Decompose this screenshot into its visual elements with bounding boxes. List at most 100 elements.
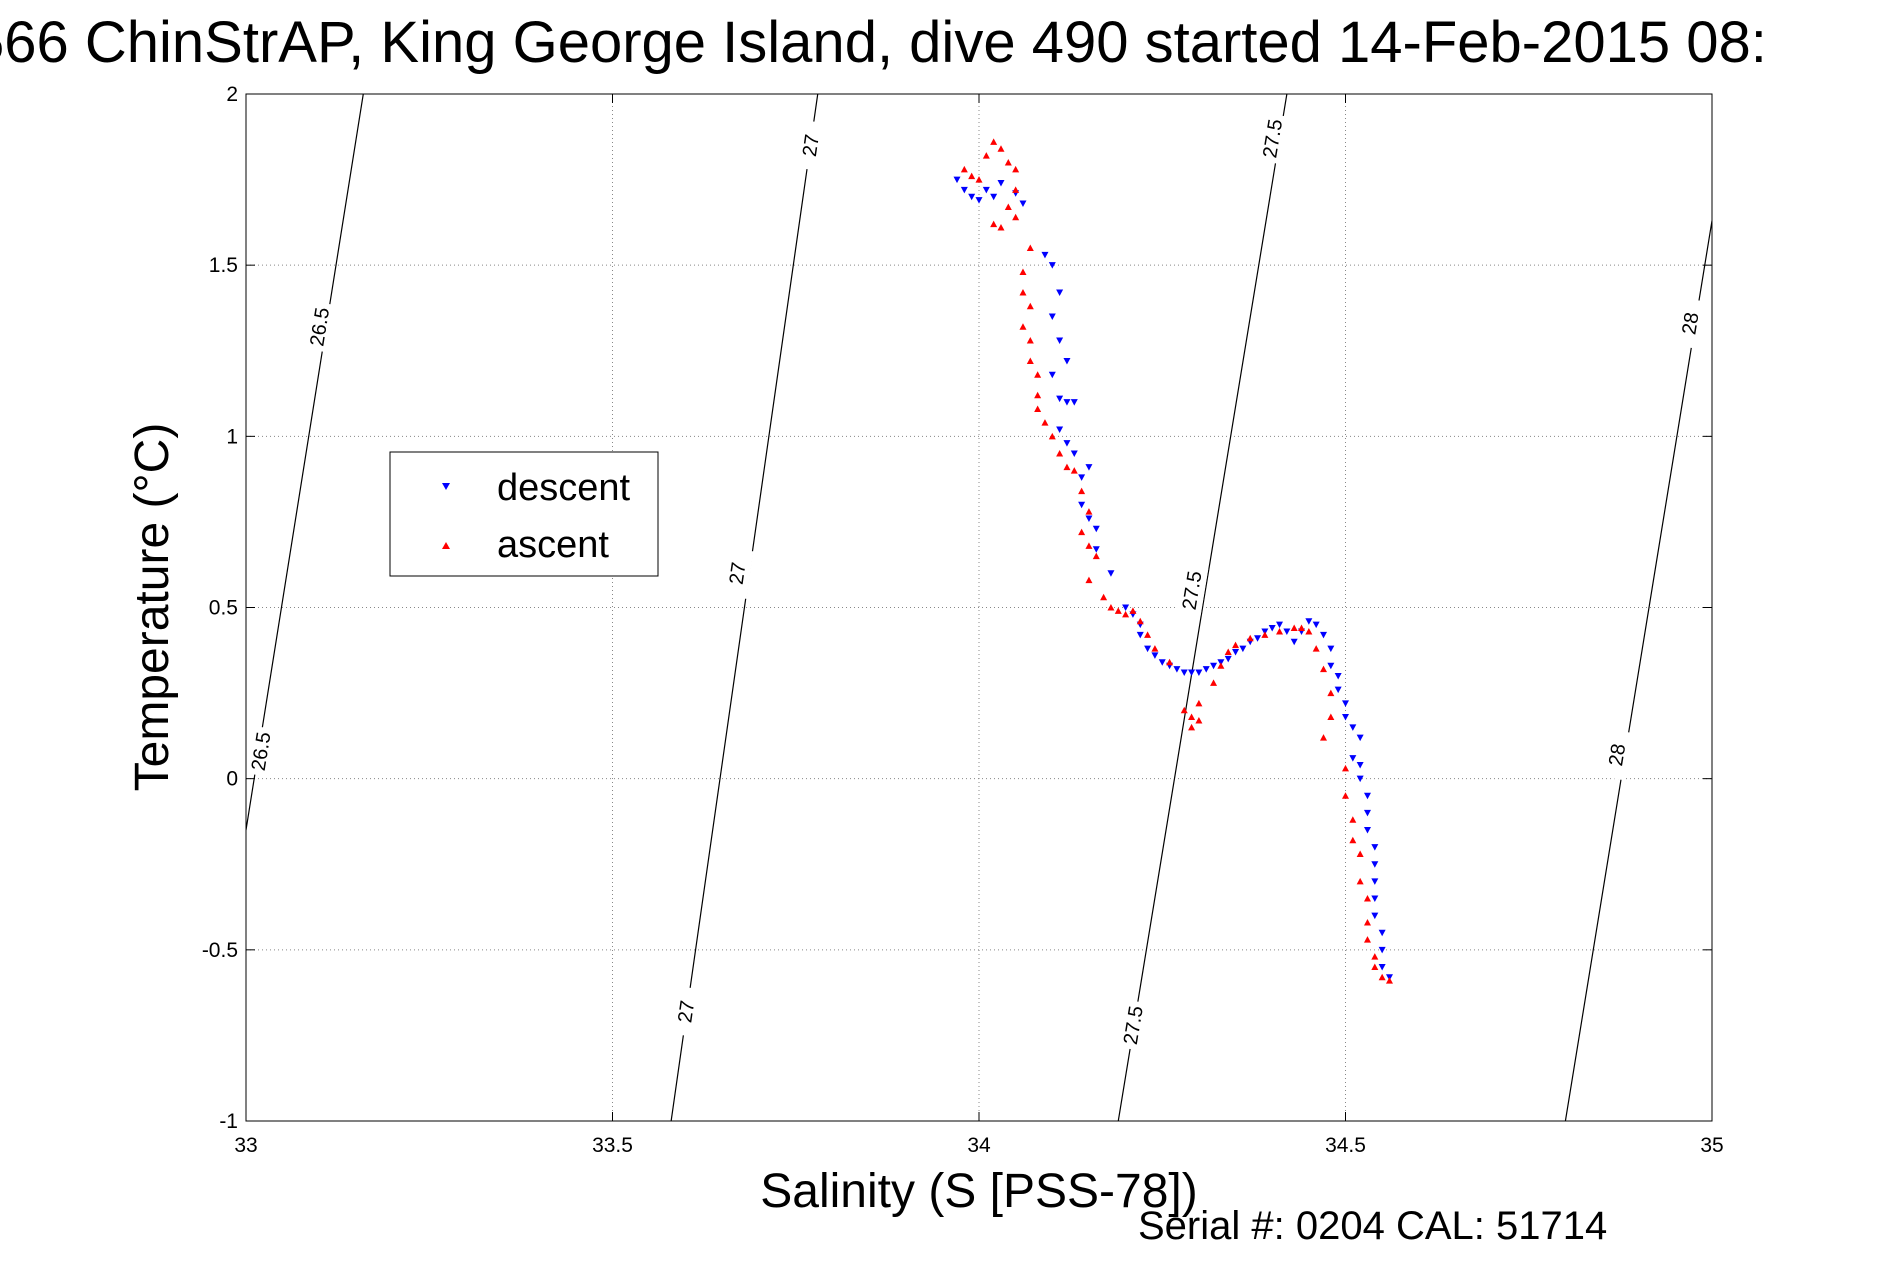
ascent-point [1136,617,1144,625]
series-ascent [960,138,1393,984]
x-tick-label: 34.5 [1325,1134,1366,1157]
density-contours [246,94,1712,1121]
legend: descent ascent [389,451,659,577]
ascent-point [1085,508,1093,515]
ascent-point [1144,631,1152,638]
ascent-point [1004,203,1012,210]
contour-label-bg [794,119,827,171]
ascent-point [1363,936,1371,943]
descent-point [1232,649,1240,656]
ascent-point [1166,658,1174,666]
descent-point [1239,645,1247,653]
descent-point [1378,929,1386,937]
ascent-point [1026,336,1034,344]
ascent-point [1195,716,1203,724]
descent-point [1371,844,1379,851]
descent-point [1092,546,1100,553]
descent-point [1334,672,1342,680]
ascent-point [990,138,998,145]
ascent-point [1180,706,1188,714]
ascent-point [1349,836,1357,844]
descent-point [1085,515,1093,522]
density-contour-28 [1564,220,1712,1121]
ascent-point [1371,953,1379,960]
descent-point [1312,621,1320,629]
ascent-point [997,145,1005,152]
descent-point [1107,570,1115,577]
descent-point [1356,761,1364,769]
contour-label-bg [1255,112,1289,165]
descent-point [1048,262,1056,269]
ascent-point [1224,648,1232,656]
descent-point [1268,625,1276,632]
x-tick-label: 34 [967,1134,991,1157]
contour-label-bg [669,985,703,1038]
ascent-point [1151,645,1159,652]
y-axis-label: Temperature (°C) [126,423,179,792]
ascent-point [990,220,998,228]
descent-point [1283,628,1291,635]
ascent-point [1034,391,1042,399]
descent-point [1327,662,1335,670]
x-tick-label: 35 [1700,1134,1723,1157]
serial-cal-info: Serial #: 0204 CAL: 51714 [1138,1204,1608,1248]
contour-label-bg [244,725,278,778]
descent-point [1056,426,1064,433]
legend-box [389,451,659,577]
ascent-point [968,172,976,180]
ascent-point [1356,877,1364,885]
y-tick-label: 1.5 [209,254,238,277]
descent-point [1378,963,1386,971]
ascent-point [1114,607,1122,614]
descent-point [1092,525,1100,533]
ascent-point [1100,593,1108,601]
legend-ascent-marker [442,542,450,549]
descent-point [1019,200,1027,208]
ascent-point [1342,792,1349,799]
ascent-point [1048,432,1056,440]
descent-point [1378,946,1386,954]
ascent-point [1363,918,1371,926]
descent-point [1144,645,1152,653]
ascent-point [1063,463,1071,471]
descent-point [1305,618,1313,625]
ascent-point [1195,699,1203,707]
descent-point [1210,662,1218,670]
descent-point [1254,635,1262,642]
y-tick-label: 2 [226,83,238,106]
ascent-point [1217,662,1225,669]
ascent-point [1056,449,1064,457]
descent-point [1334,686,1342,694]
descent-point [1048,313,1056,321]
density-contour-27 [670,94,819,1121]
ascent-point [1276,627,1284,635]
descent-point [982,186,990,194]
descent-point [1224,655,1232,663]
descent-point [953,176,961,184]
descent-point [1290,638,1298,646]
descent-point [1371,912,1379,920]
descent-point [1085,464,1093,471]
ascent-point [975,176,983,183]
ascent-point [1085,576,1093,584]
descent-point [960,186,968,194]
ascent-point [1122,610,1130,618]
chart-title: 566 ChinStrAP, King George Island, dive … [0,10,1767,75]
y-tick-label: 0 [226,768,238,791]
ascent-point [1107,604,1115,611]
axis-ticks [245,93,1713,1122]
density-contour-26.5 [246,94,364,831]
ascent-point [1041,419,1049,426]
descent-point [1276,621,1284,629]
ascent-point [1342,764,1349,772]
descent-point [1349,724,1357,731]
x-axis-label: Salinity (S [PSS-78]) [760,1165,1197,1218]
ascent-point [982,152,990,159]
y-tick-label: 1 [226,425,238,448]
descent-point [1371,861,1379,868]
contour-label-bg [1116,999,1150,1051]
contour-label-bg [302,301,336,353]
descent-point [1151,652,1159,659]
x-tick-label: 33 [234,1134,257,1157]
